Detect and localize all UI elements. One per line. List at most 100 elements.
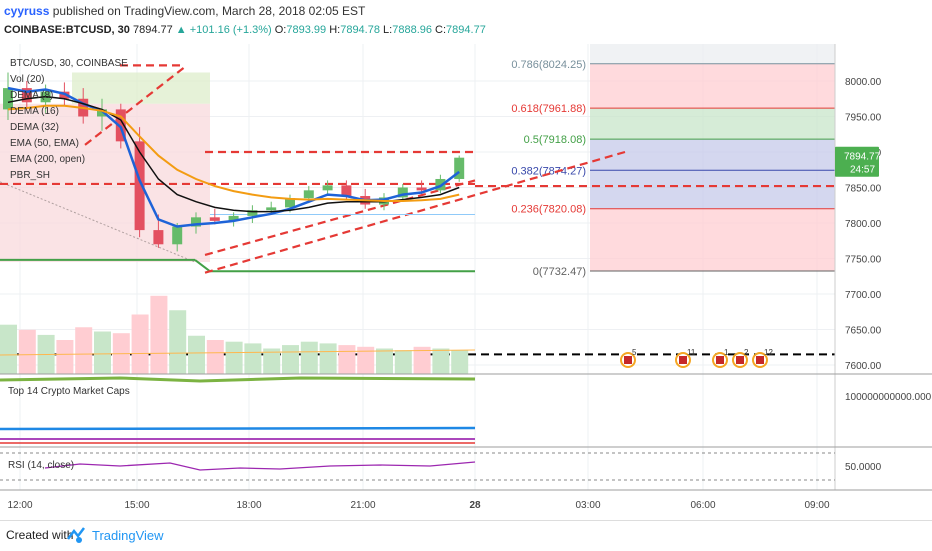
price-tick: 7850.00 (845, 184, 882, 195)
candle-body (134, 141, 145, 231)
candle-body (454, 157, 465, 179)
candle-body (153, 230, 164, 245)
candle-body (21, 88, 32, 103)
legend-item[interactable]: EMA (50, EMA) (10, 138, 79, 149)
event-count: 2 (744, 348, 749, 357)
price-tick: 7750.00 (845, 255, 882, 266)
candle-body (209, 217, 220, 221)
volume-bar (413, 346, 431, 374)
rsi-tick: 50.0000 (845, 462, 882, 473)
volume-bar (56, 340, 74, 374)
fib-zone (590, 108, 835, 140)
tradingview-brand[interactable]: TradingView (92, 528, 164, 543)
high-label: H: (329, 24, 341, 36)
price-badge (835, 146, 879, 177)
open-label: O: (274, 24, 287, 36)
candle-body (303, 190, 314, 199)
volume-bar (338, 345, 356, 374)
event-flag-icon (716, 356, 724, 364)
dema-line (7, 104, 460, 202)
candle-body (3, 88, 13, 110)
fib-zone (590, 170, 835, 209)
candle-body (341, 185, 352, 197)
volume-bar (376, 348, 393, 374)
symbol: COINBASE:BTCUSD, 30 (4, 24, 130, 36)
event-flag-icon (756, 356, 764, 364)
volume-bar (357, 346, 375, 374)
legend-item[interactable]: PBR_SH (10, 170, 51, 181)
rsi-line (44, 461, 476, 471)
chart-canvas: 0.786(8024.25) 0.618(7961.88) 0.5(7918.08)… (0, 44, 932, 511)
time-tick: 15:00 (124, 500, 149, 511)
candle-body (285, 198, 295, 208)
volume-bar (94, 331, 111, 374)
price-badge-value: 7894.77 (844, 152, 881, 163)
close-value: 7894.77 (446, 24, 486, 36)
price-tick: 7800.00 (845, 219, 882, 230)
candle-body (228, 215, 239, 221)
fib-zone-top (590, 44, 835, 64)
price-tick: 8000.00 (845, 77, 882, 88)
tradingview-logo-icon (67, 527, 85, 543)
close-label: C: (435, 24, 447, 36)
candle-body (397, 187, 408, 198)
publish-info: cyyruss published on TradingView.com, Ma… (4, 4, 365, 18)
candle-body (416, 187, 427, 191)
fib-level-label: 0.786(8024.25) (511, 59, 586, 71)
candle-body (97, 109, 107, 117)
legend-item[interactable]: EMA (200, open) (10, 154, 86, 165)
volume-bar (319, 343, 337, 374)
volume-bar (150, 295, 168, 374)
volume-ma (0, 349, 476, 356)
price-tick: 7600.00 (845, 361, 882, 372)
time-tick: 18:00 (236, 500, 261, 511)
time-tick: 09:00 (804, 500, 829, 511)
sub-panes: 100000000000.000 50.0000 (0, 373, 932, 491)
pbr-zone-green (72, 72, 210, 104)
volume-bar (263, 348, 281, 374)
indicator-lines (7, 86, 460, 228)
fib-level-label: 0(7732.47) (533, 266, 586, 278)
legend-item[interactable]: DEMA (8) (10, 90, 54, 101)
volume-bar (225, 341, 243, 374)
price-tick: 7700.00 (845, 290, 882, 301)
legend-item[interactable]: DEMA (32) (10, 122, 59, 133)
low-label: L: (383, 24, 393, 36)
trend-line-up (204, 150, 626, 274)
event-flag-icon (624, 356, 632, 364)
price-change: ▲ +101.16 (+1.3%) (175, 24, 272, 36)
legend-item[interactable]: DEMA (16) (10, 106, 59, 117)
volume-bar (206, 340, 224, 374)
fib-level-label: 0.236(7820.08) (511, 204, 586, 216)
time-tick: 28 (469, 500, 481, 511)
price-badge-countdown: 24:57 (850, 165, 875, 176)
volume-bar (244, 343, 262, 374)
event-count: 5 (632, 348, 637, 357)
open-value: 7893.99 (286, 24, 327, 36)
volume-bar (0, 324, 17, 374)
fib-level-label: 0.618(7961.88) (511, 103, 586, 115)
market-cap-line (0, 426, 476, 431)
publish-text: published on TradingView.com, March 28, … (52, 4, 366, 18)
volume-bar (188, 335, 205, 374)
fib-retracement: 0.786(8024.25) 0.618(7961.88) 0.5(7918.08)… (511, 44, 835, 278)
fib-zone (590, 139, 835, 171)
author-name[interactable]: cyyruss (4, 4, 50, 18)
volume-bars (0, 295, 476, 374)
legend-item[interactable]: Vol (20) (10, 74, 45, 85)
candle-body (115, 109, 126, 142)
event-count: 12 (764, 348, 773, 357)
candle-body (172, 226, 183, 245)
event-count: 1 (724, 348, 729, 357)
fib-level-label: 0.5(7918.08) (524, 134, 586, 146)
low-value: 7888.96 (392, 24, 432, 36)
candle-body (322, 185, 333, 191)
high-value: 7894.78 (340, 24, 380, 36)
price-tick: 7650.00 (845, 326, 882, 337)
candle-body (191, 217, 201, 227)
legend-item[interactable]: BTC/USD, 30, COINBASE (10, 58, 128, 69)
event-count: 11 (687, 348, 696, 357)
time-tick: 06:00 (690, 500, 715, 511)
volume-bar (75, 327, 93, 374)
diag-line (0, 181, 196, 263)
